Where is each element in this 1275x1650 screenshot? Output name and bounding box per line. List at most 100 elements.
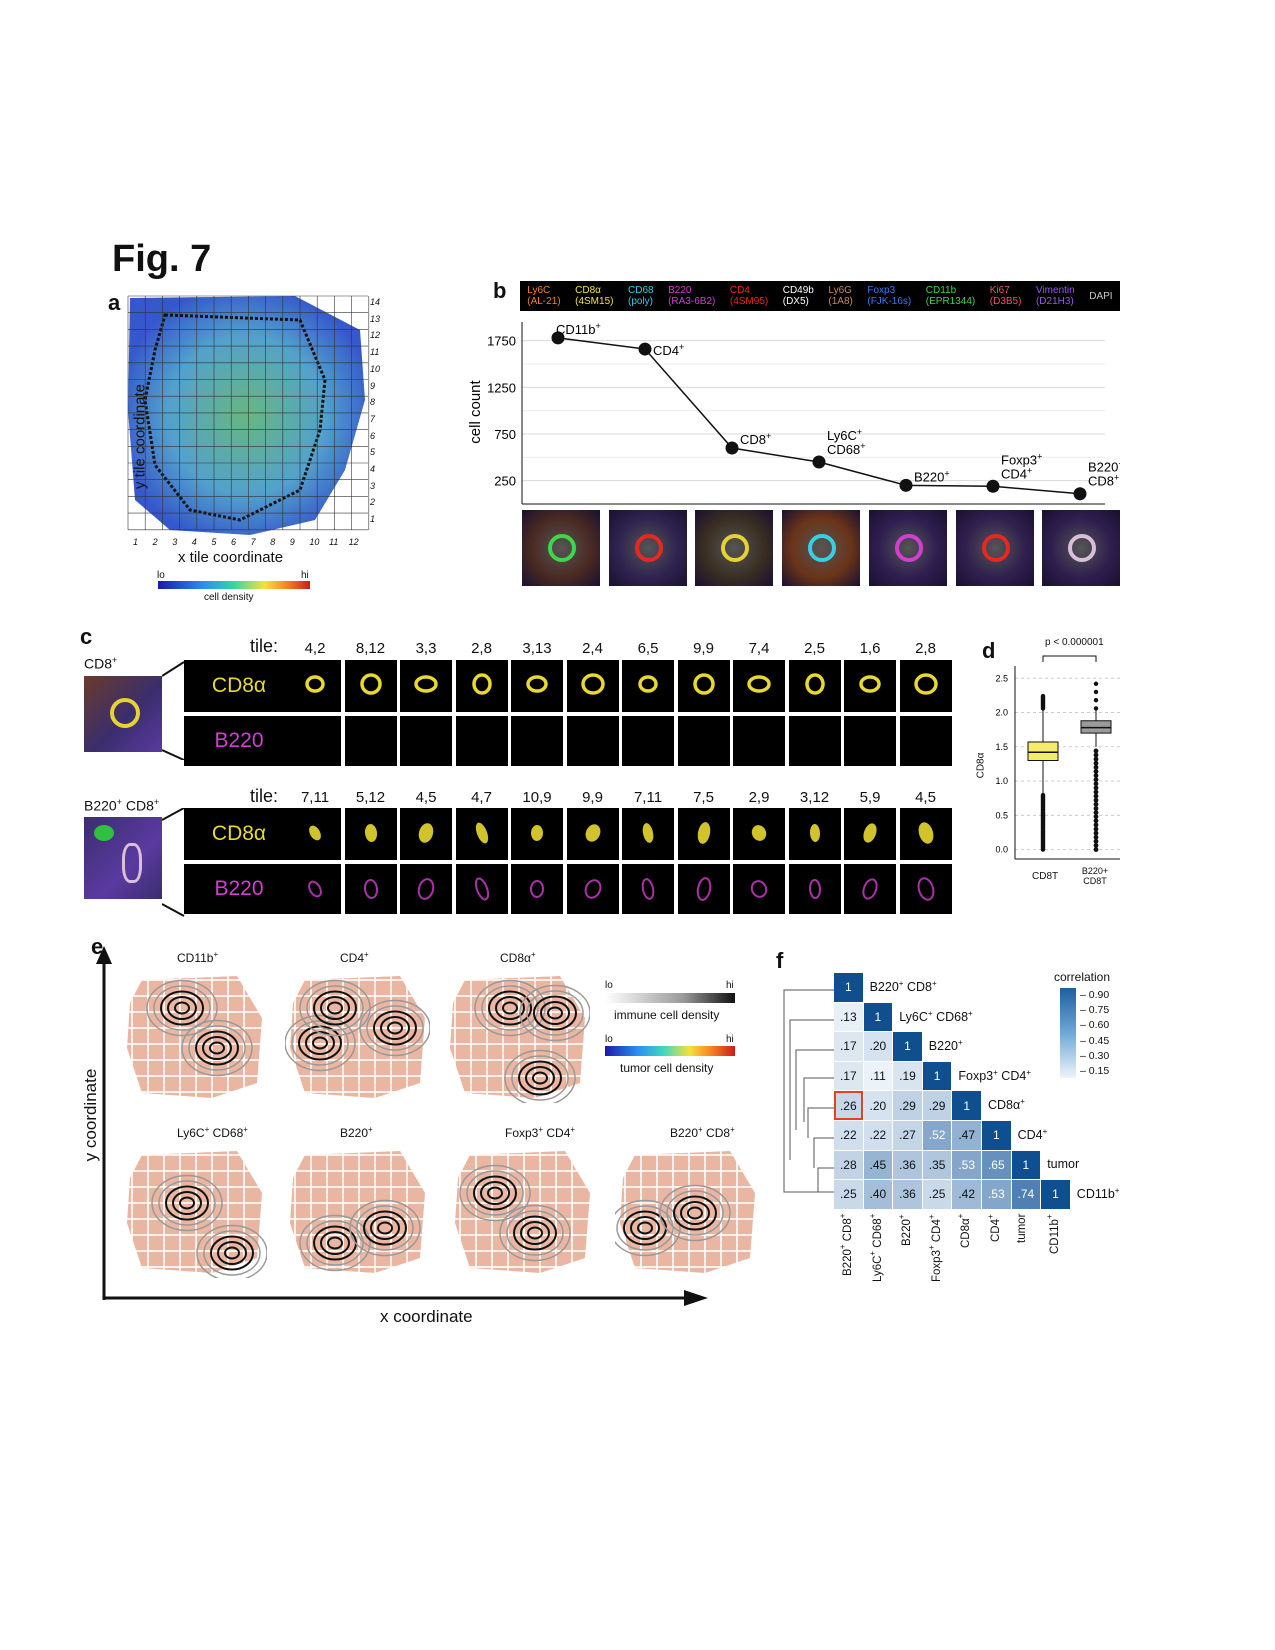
e-immune-contour bbox=[224, 1246, 240, 1260]
e-immune-contour bbox=[285, 1014, 356, 1072]
corr-cell: .11 bbox=[863, 1061, 893, 1091]
c-cell-glyph bbox=[913, 673, 938, 695]
e-immune-contour bbox=[146, 979, 218, 1037]
row1-tile-word: tile: bbox=[250, 636, 279, 656]
c-tile-coordinate: 5,9 bbox=[859, 789, 881, 806]
c-cell-blob bbox=[530, 825, 544, 841]
c-cell-glyph bbox=[580, 673, 605, 695]
e-map-title-a: CD4 bbox=[340, 951, 365, 965]
d-outlier bbox=[1093, 797, 1099, 803]
d-y-tick: 1.0 bbox=[995, 776, 1008, 786]
e-immune-contour bbox=[151, 1174, 223, 1232]
corr-col-label: Ly6C+ CD68+ bbox=[868, 1214, 884, 1294]
b-point-label-2: CD4+ bbox=[1001, 465, 1032, 481]
c-cell-glyph bbox=[530, 825, 544, 841]
corr-cell: .17 bbox=[834, 1032, 863, 1061]
e-immune-contour bbox=[179, 1196, 195, 1210]
d-outlier bbox=[1093, 806, 1099, 811]
marker-name: Foxp3 bbox=[867, 285, 896, 296]
e-immune-contour bbox=[195, 1030, 239, 1066]
marker-legend-item: CD11b (EPR1344) bbox=[926, 285, 975, 307]
tile-grid bbox=[127, 295, 370, 531]
e-immune-contour bbox=[217, 1241, 247, 1265]
e-immune-contour bbox=[525, 1066, 555, 1090]
c-tile-coordinate: 2,9 bbox=[748, 789, 770, 806]
a-x-tick: 2 bbox=[152, 537, 158, 547]
e-immune-contour bbox=[502, 1001, 518, 1015]
c-cell-glyph bbox=[638, 675, 658, 693]
d-outlier bbox=[1040, 792, 1046, 798]
c-tile-coordinate: 7,11 bbox=[300, 789, 330, 806]
e-immune-contour bbox=[153, 985, 211, 1031]
marker-clone: (4SM95) bbox=[729, 296, 769, 307]
marker-name: CD49b bbox=[782, 285, 814, 296]
c-cell-glyph bbox=[747, 675, 771, 693]
d-outlier bbox=[1093, 818, 1099, 824]
c-tile-image-cd8a bbox=[455, 660, 508, 712]
e-immune-contour bbox=[495, 996, 525, 1020]
b-cell-thumbnail bbox=[608, 510, 687, 586]
panel-d-letter: d bbox=[982, 638, 996, 663]
corr-row-sup: + bbox=[958, 1038, 963, 1048]
corr-row-label-a: tumor bbox=[1047, 1156, 1080, 1171]
a-y-tick: 6 bbox=[370, 430, 376, 441]
e-density-map bbox=[455, 1151, 590, 1273]
corr-legend-tick: – 0.30 bbox=[1080, 1049, 1110, 1062]
c-tile-image-b220 bbox=[677, 864, 730, 914]
e-immune-contour bbox=[533, 995, 577, 1031]
c-cell-glyph bbox=[305, 675, 325, 693]
corr-cell: .52 bbox=[922, 1121, 952, 1150]
c-cell-outline bbox=[808, 879, 821, 899]
corr-cell: .36 bbox=[893, 1150, 922, 1180]
e-immune-contour bbox=[203, 1230, 261, 1276]
corr-cell: 1 bbox=[893, 1032, 922, 1061]
panel-a-ylabel: y tile coordinate bbox=[131, 383, 149, 490]
d-outlier bbox=[1093, 748, 1099, 754]
d-outlier bbox=[1093, 822, 1099, 828]
corr-col-sup: + bbox=[986, 1213, 995, 1219]
corr-cell: 1 bbox=[1011, 1150, 1041, 1180]
d-y-tick: 0.5 bbox=[995, 810, 1008, 820]
e-density-map bbox=[290, 1151, 425, 1273]
c-cell-blob bbox=[863, 823, 877, 843]
tumor-boundary bbox=[143, 313, 327, 522]
c-cell-blob bbox=[809, 824, 820, 842]
c-tile-image-cd8a bbox=[899, 808, 952, 860]
b-data-point bbox=[1073, 487, 1087, 501]
marker-legend-item: CD68 (poly) bbox=[628, 285, 654, 307]
b-point-label: B220+ bbox=[1088, 459, 1120, 475]
tumor-density-colorbar bbox=[605, 1046, 735, 1056]
marker-legend-item: DAPI bbox=[1089, 291, 1112, 302]
corr-col-label-sep bbox=[871, 1248, 883, 1251]
c-cell-outline bbox=[474, 877, 489, 901]
a-x-tick: 8 bbox=[270, 537, 276, 547]
c-tile-image-cd8a bbox=[788, 808, 841, 860]
marker-name: Vimentin bbox=[1035, 285, 1075, 296]
c-tile-coordinate: 10,9 bbox=[522, 789, 552, 806]
c-tile-image-cd8a bbox=[289, 660, 341, 712]
a-y-tick: 3 bbox=[370, 480, 376, 491]
c-cell-glyph bbox=[417, 878, 435, 900]
corr-col-label: CD4+ bbox=[986, 1214, 1002, 1294]
marker-legend-item: CD8α (4SM15) bbox=[575, 285, 613, 307]
e-immune-contour bbox=[540, 1001, 570, 1025]
e-immune-contour bbox=[473, 1175, 517, 1211]
panel-e-xlabel: x coordinate bbox=[380, 1307, 473, 1326]
immune-legend-hi: hi bbox=[726, 980, 734, 991]
a-y-tick: 8 bbox=[370, 397, 376, 408]
e-immune-contour bbox=[520, 1221, 550, 1245]
e-immune-contour bbox=[356, 1205, 414, 1251]
marker-name: Ki67 bbox=[989, 285, 1010, 296]
e-immune-contour bbox=[160, 990, 204, 1026]
corr-cell: .25 bbox=[922, 1180, 952, 1209]
c-cell-glyph bbox=[808, 879, 821, 899]
b-thumbnail-cell-ring bbox=[634, 534, 663, 562]
corr-col-sup: + bbox=[897, 1213, 907, 1219]
c-cell-blob bbox=[918, 822, 933, 844]
e-immune-contour bbox=[363, 1210, 407, 1246]
d-y-tick: 2.0 bbox=[995, 708, 1008, 718]
b-thumbnail-cell-ring bbox=[721, 534, 750, 562]
a-x-tick: 10 bbox=[309, 537, 320, 547]
corr-cell: .40 bbox=[863, 1180, 893, 1209]
c-cell-glyph bbox=[471, 673, 492, 695]
